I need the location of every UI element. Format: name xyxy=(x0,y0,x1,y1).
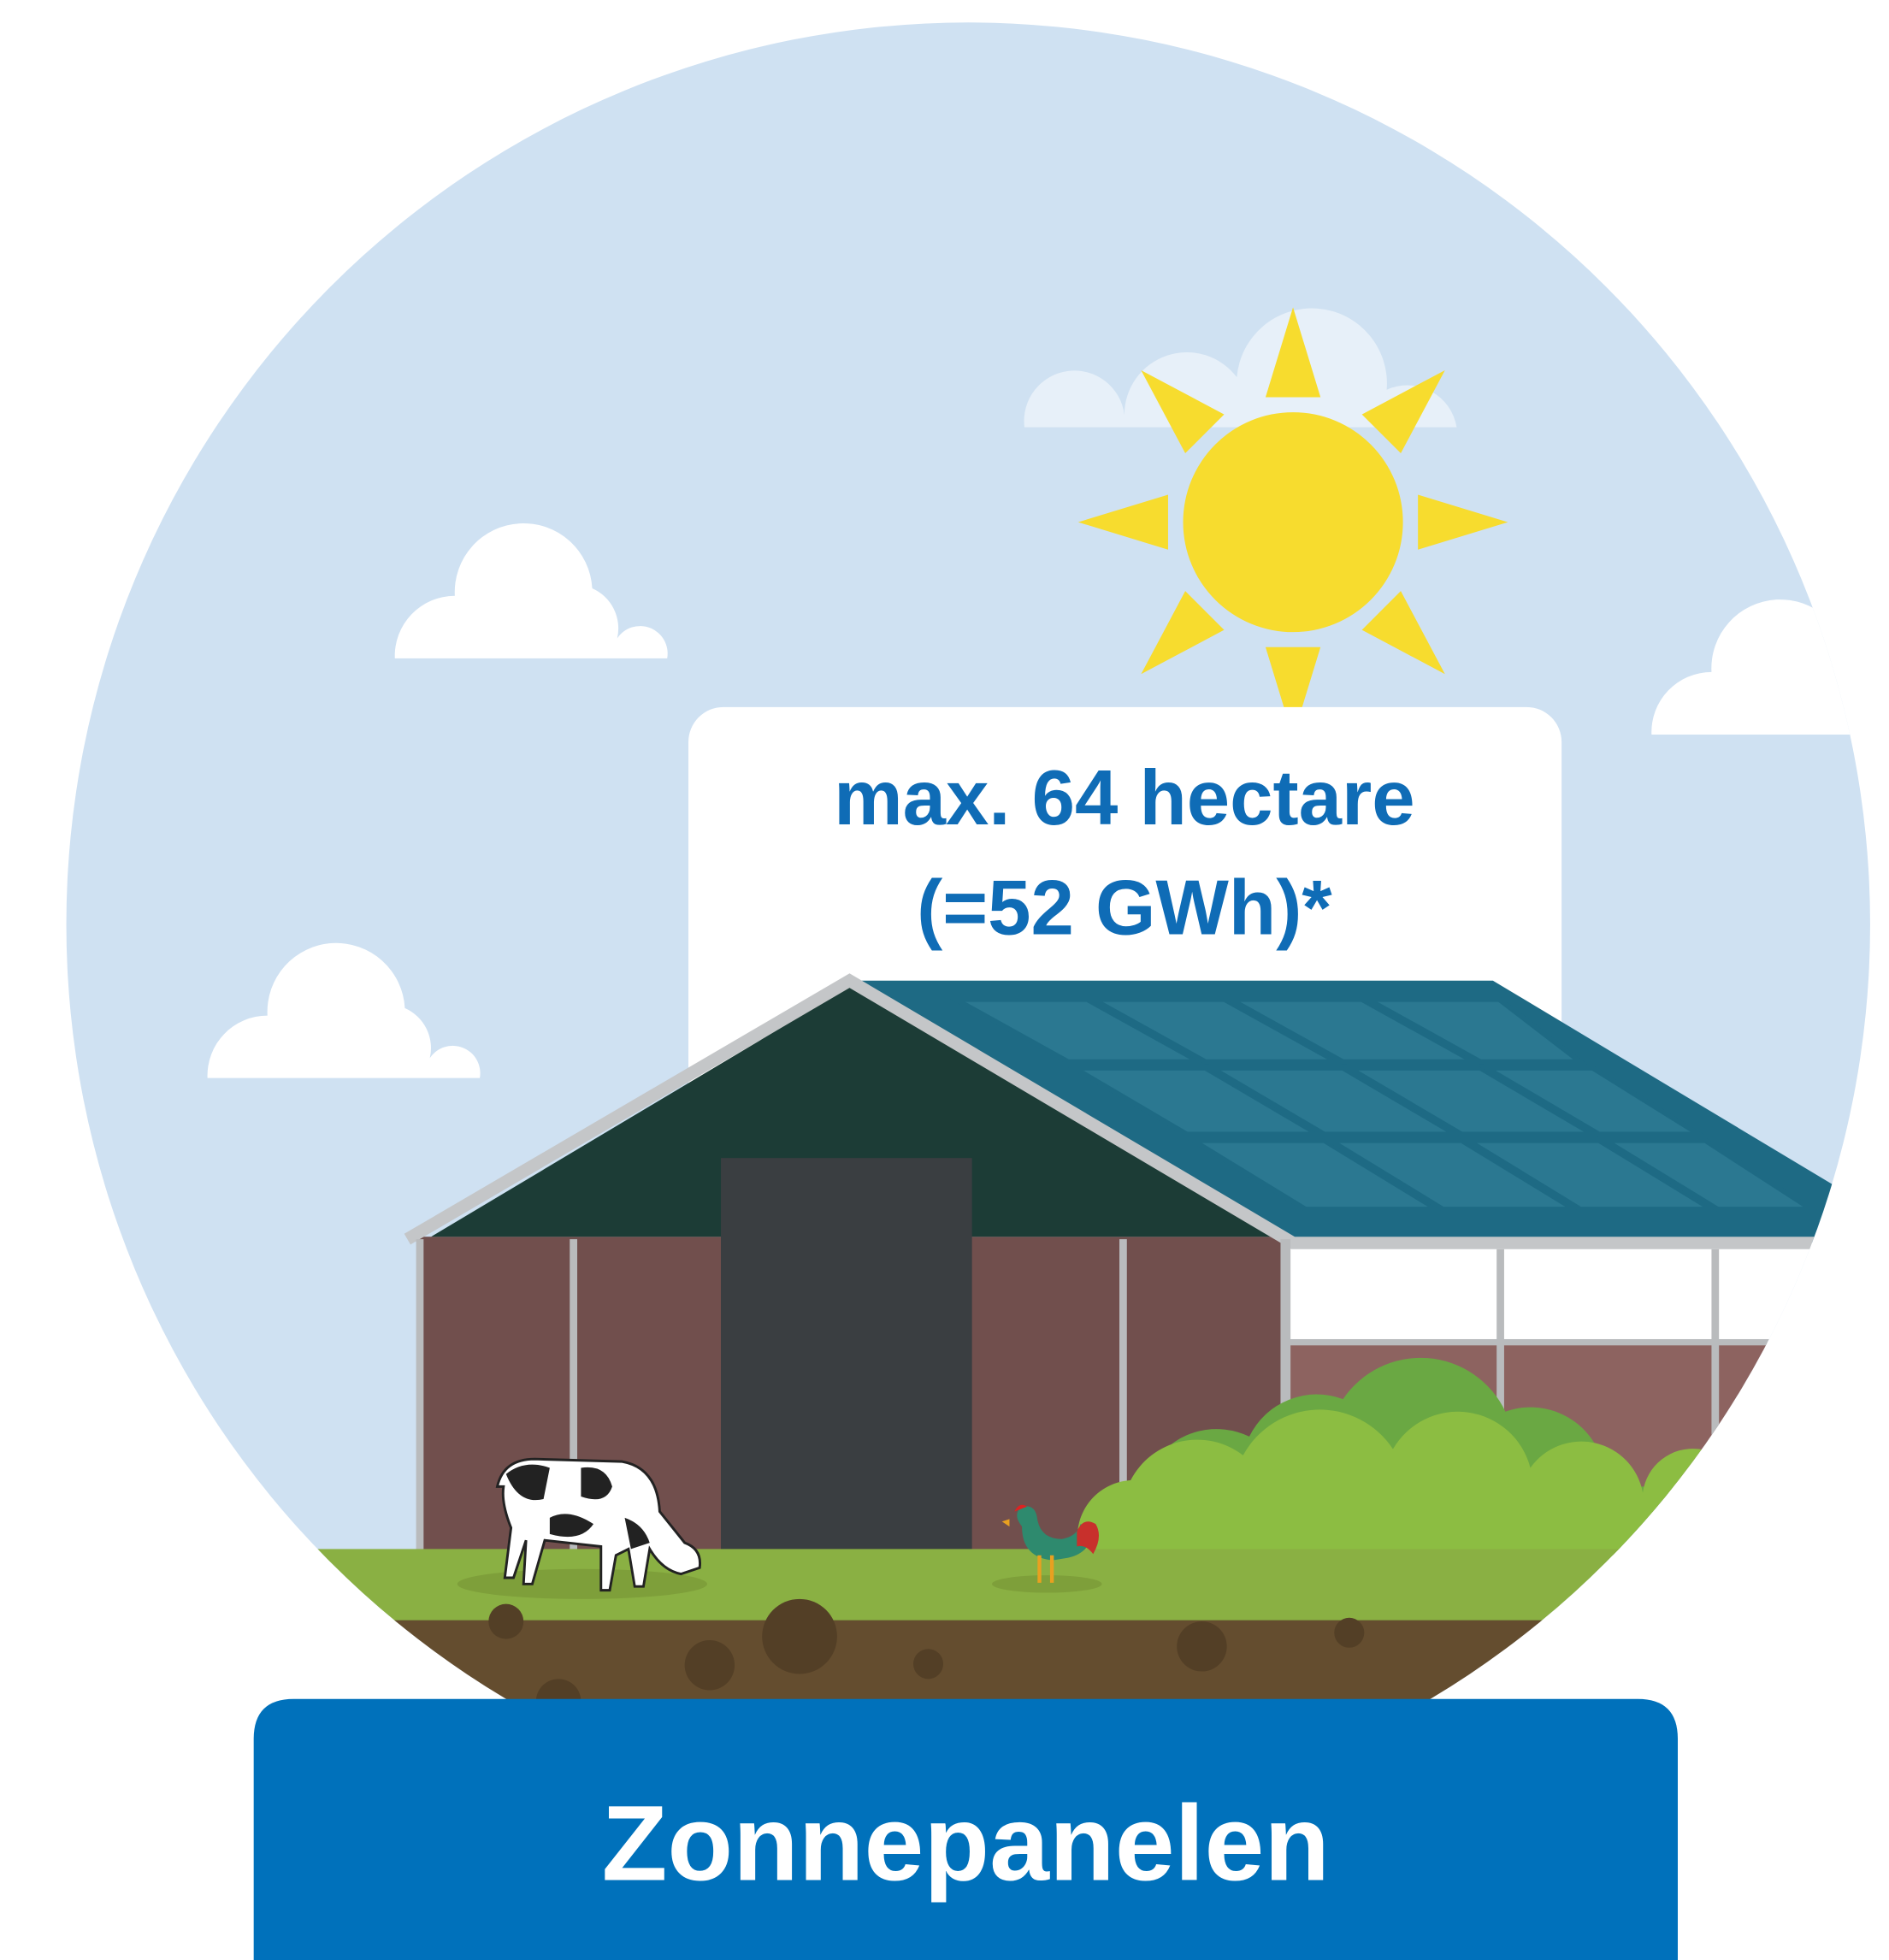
label-line: max. 64 hectare xyxy=(834,755,1415,841)
illustration: max. 64 hectare (=52 GWh)* xyxy=(0,0,1889,1960)
label-line: (=52 GWh)* xyxy=(917,865,1332,952)
shadow xyxy=(992,1575,1102,1592)
shadow xyxy=(457,1569,707,1599)
banner-title: Zonnepanelen xyxy=(602,1783,1330,1904)
sun xyxy=(1078,307,1508,737)
page: max. 64 hectare (=52 GWh)* xyxy=(0,0,1889,1960)
scene: max. 64 hectare (=52 GWh)* xyxy=(0,0,1889,1960)
grass xyxy=(0,1549,1889,1624)
